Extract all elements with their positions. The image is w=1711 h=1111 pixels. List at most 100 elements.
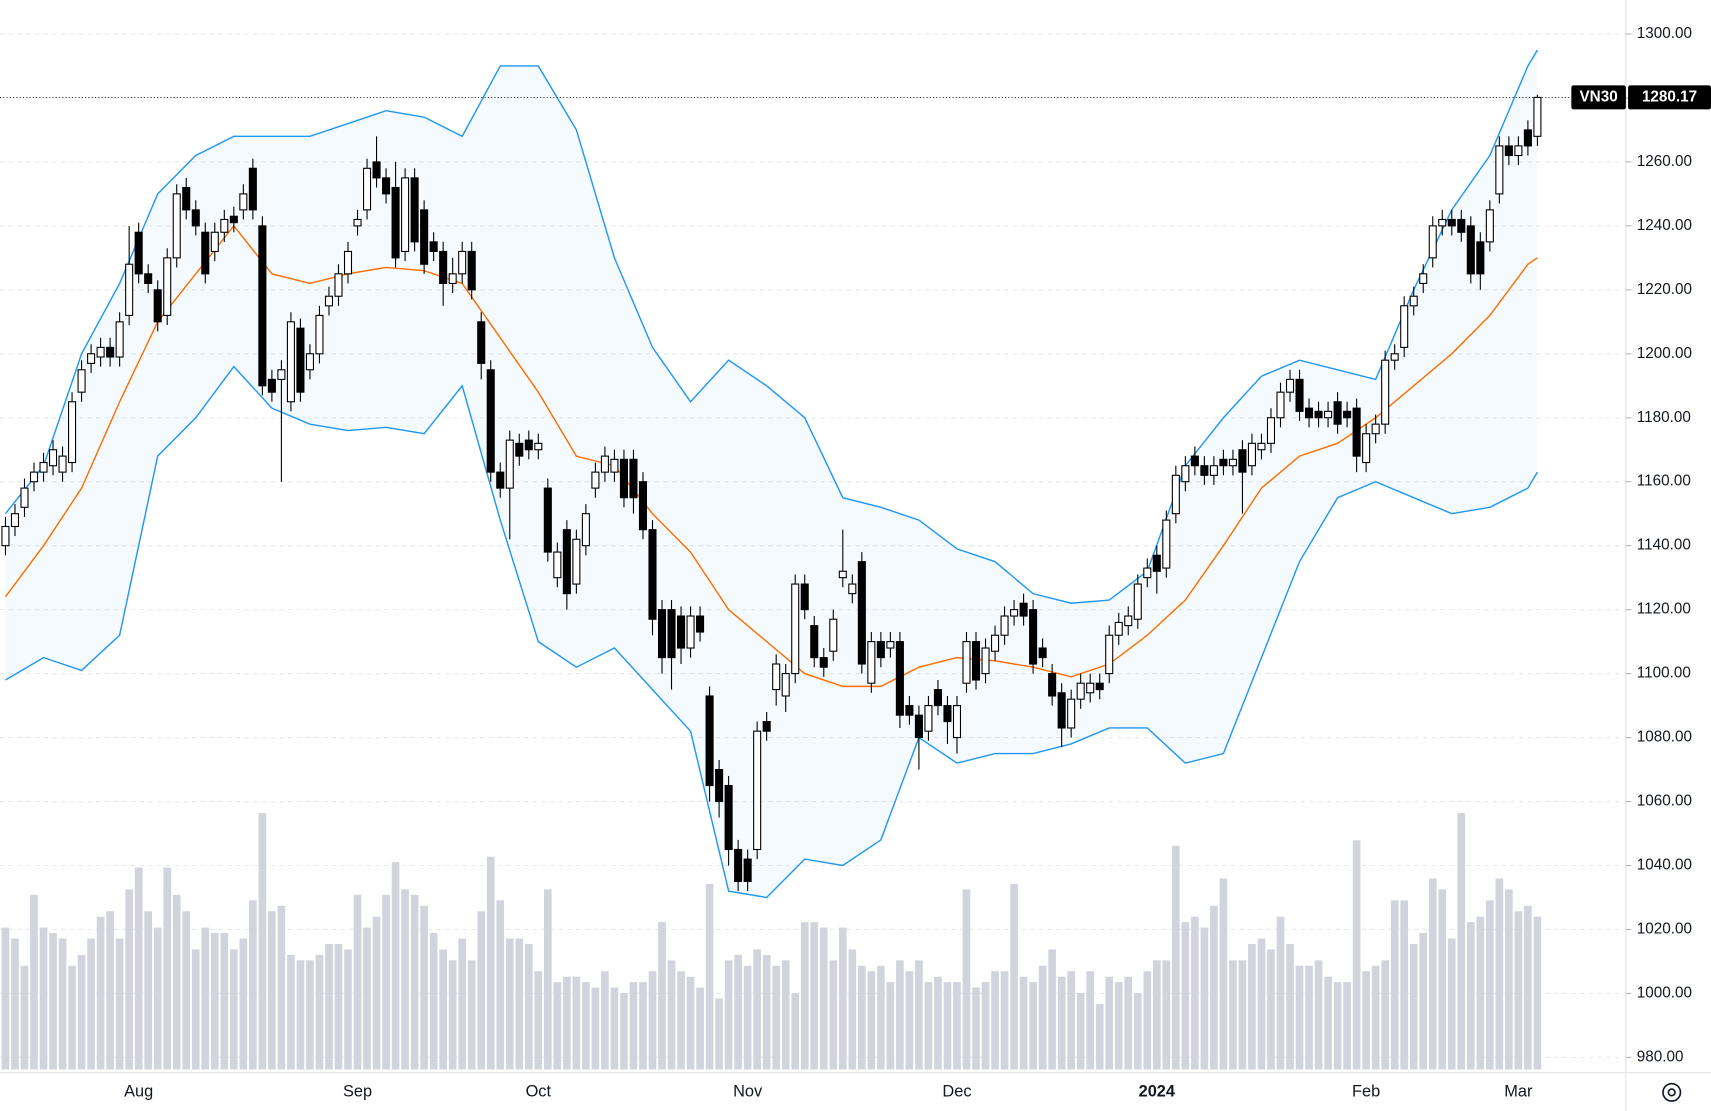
volume-bar	[410, 894, 419, 1070]
volume-bar	[629, 982, 638, 1070]
y-tick-label: 1000.00	[1637, 984, 1692, 1001]
volume-bar	[68, 965, 76, 1070]
candle-body	[943, 705, 952, 723]
price-tag-bg	[1628, 85, 1711, 110]
volume-bar	[1457, 813, 1466, 1070]
volume-layer	[1, 813, 1542, 1070]
volume-bar	[724, 960, 733, 1070]
volume-bar	[1114, 982, 1123, 1070]
y-tick-label: 980.00	[1637, 1048, 1684, 1065]
volume-bar	[1257, 938, 1266, 1070]
candle-body	[48, 449, 58, 467]
candle-body	[106, 346, 115, 358]
x-tick-label: Sep	[343, 1083, 372, 1101]
volume-bar	[1038, 965, 1047, 1070]
volume-bar	[1010, 883, 1018, 1070]
candle-body	[515, 442, 524, 457]
volume-bar	[524, 943, 533, 1070]
volume-bar	[1057, 976, 1066, 1070]
candle-body	[810, 625, 819, 659]
volume-bar	[372, 916, 381, 1070]
volume-bar	[601, 971, 609, 1070]
volume-bar	[125, 889, 133, 1070]
candle-body	[848, 583, 857, 595]
candle-body	[1048, 673, 1057, 697]
volume-bar	[705, 883, 714, 1070]
y-tick-label: 1240.00	[1637, 217, 1692, 234]
candle-body	[838, 570, 847, 579]
candle-body	[914, 714, 923, 739]
candle-body	[981, 647, 990, 675]
y-tick-label: 1120.00	[1637, 601, 1691, 618]
volume-bar	[1210, 905, 1218, 1070]
volume-bar	[819, 927, 828, 1070]
candle-body	[1466, 225, 1475, 275]
volume-bar	[239, 938, 248, 1070]
volume-bar	[620, 993, 628, 1070]
candle-body	[895, 641, 904, 716]
volume-bar	[877, 965, 885, 1070]
volume-bar	[258, 813, 267, 1070]
volume-bar	[1229, 960, 1237, 1070]
candle-body	[39, 461, 48, 473]
volume-bar	[1143, 971, 1152, 1070]
volume-bar	[1029, 982, 1037, 1070]
volume-bar	[1276, 916, 1285, 1070]
volume-bar	[1067, 971, 1075, 1070]
volume-bar	[277, 905, 286, 1070]
volume-bar	[163, 867, 172, 1070]
settings-button[interactable]	[1662, 1082, 1682, 1102]
volume-bar	[1505, 889, 1513, 1070]
y-tick-label: 1080.00	[1637, 729, 1692, 746]
volume-bar	[505, 938, 514, 1070]
candle-body	[343, 250, 353, 275]
volume-bar	[753, 949, 761, 1070]
candle-body	[1, 525, 10, 547]
candle-body	[905, 705, 914, 716]
volume-bar	[534, 971, 543, 1070]
candle-body	[876, 641, 885, 659]
candle-body	[667, 609, 676, 659]
candle-body	[96, 346, 105, 358]
candle-body	[1381, 359, 1390, 425]
volume-bar	[800, 922, 809, 1070]
band-layer	[4, 49, 1539, 899]
volume-bar	[648, 971, 657, 1070]
volume-bar	[87, 938, 95, 1070]
volume-bar	[296, 960, 305, 1070]
candle-body	[1352, 407, 1361, 457]
volume-bar	[39, 927, 48, 1070]
settings-icon[interactable]	[1662, 1082, 1682, 1102]
candle-body	[286, 321, 295, 403]
candle-body	[296, 327, 305, 393]
candle-body	[791, 583, 800, 675]
candle-body	[1400, 305, 1409, 348]
volume-bar	[582, 982, 590, 1070]
candle-body	[29, 471, 39, 483]
volume-bar	[962, 889, 971, 1070]
volume-bar	[1191, 916, 1199, 1070]
candle-body	[1257, 442, 1266, 451]
candle-body	[743, 858, 752, 883]
volume-bar	[639, 982, 647, 1070]
candle-body	[1029, 609, 1038, 665]
candle-body	[201, 231, 210, 275]
candle-body	[886, 641, 895, 649]
volume-bar	[1514, 911, 1523, 1070]
volume-bar	[1, 927, 10, 1070]
candle-body	[182, 186, 191, 211]
settings-icon-center[interactable]	[1667, 1088, 1676, 1097]
volume-bar	[838, 927, 847, 1070]
volume-bar	[810, 922, 819, 1070]
volume-bar	[249, 900, 257, 1070]
candle-body	[1457, 218, 1466, 233]
candle-body	[648, 529, 657, 620]
candle-body	[458, 250, 467, 275]
volume-bar	[1162, 960, 1171, 1070]
volume-bar	[1133, 993, 1142, 1070]
volume-bar	[1371, 965, 1380, 1070]
volume-bar	[915, 960, 923, 1070]
candle-body	[753, 730, 762, 851]
candle-body	[1371, 423, 1380, 435]
candle-body	[163, 257, 172, 316]
